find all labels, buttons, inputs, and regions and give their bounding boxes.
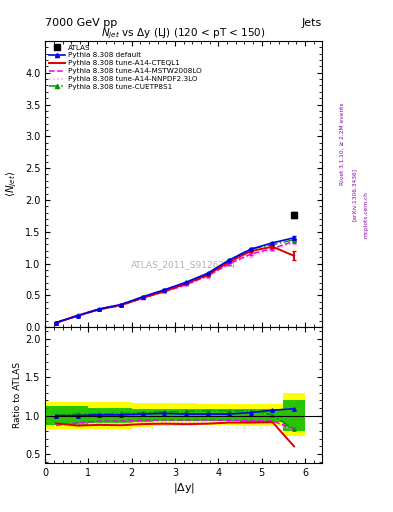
Title: $N_{jet}$ vs $\Delta$y (LJ) (120 < pT < 150): $N_{jet}$ vs $\Delta$y (LJ) (120 < pT < … <box>101 27 266 41</box>
Text: Rivet 3.1.10, ≥ 2.2M events: Rivet 3.1.10, ≥ 2.2M events <box>340 102 345 185</box>
Y-axis label: $\langle N_{jet}\rangle$: $\langle N_{jet}\rangle$ <box>5 170 19 197</box>
Text: Jets: Jets <box>302 18 322 28</box>
Y-axis label: Ratio to ATLAS: Ratio to ATLAS <box>13 362 22 428</box>
Text: mcplots.cern.ch: mcplots.cern.ch <box>364 191 369 239</box>
Legend: ATLAS, Pythia 8.308 default, Pythia 8.308 tune-A14-CTEQL1, Pythia 8.308 tune-A14: ATLAS, Pythia 8.308 default, Pythia 8.30… <box>48 43 203 91</box>
Text: 7000 GeV pp: 7000 GeV pp <box>45 18 118 28</box>
Text: [arXiv:1306.3436]: [arXiv:1306.3436] <box>352 168 357 221</box>
Text: ATLAS_2011_S9126244: ATLAS_2011_S9126244 <box>131 260 236 269</box>
X-axis label: |$\Delta$y|: |$\Delta$y| <box>173 481 195 495</box>
